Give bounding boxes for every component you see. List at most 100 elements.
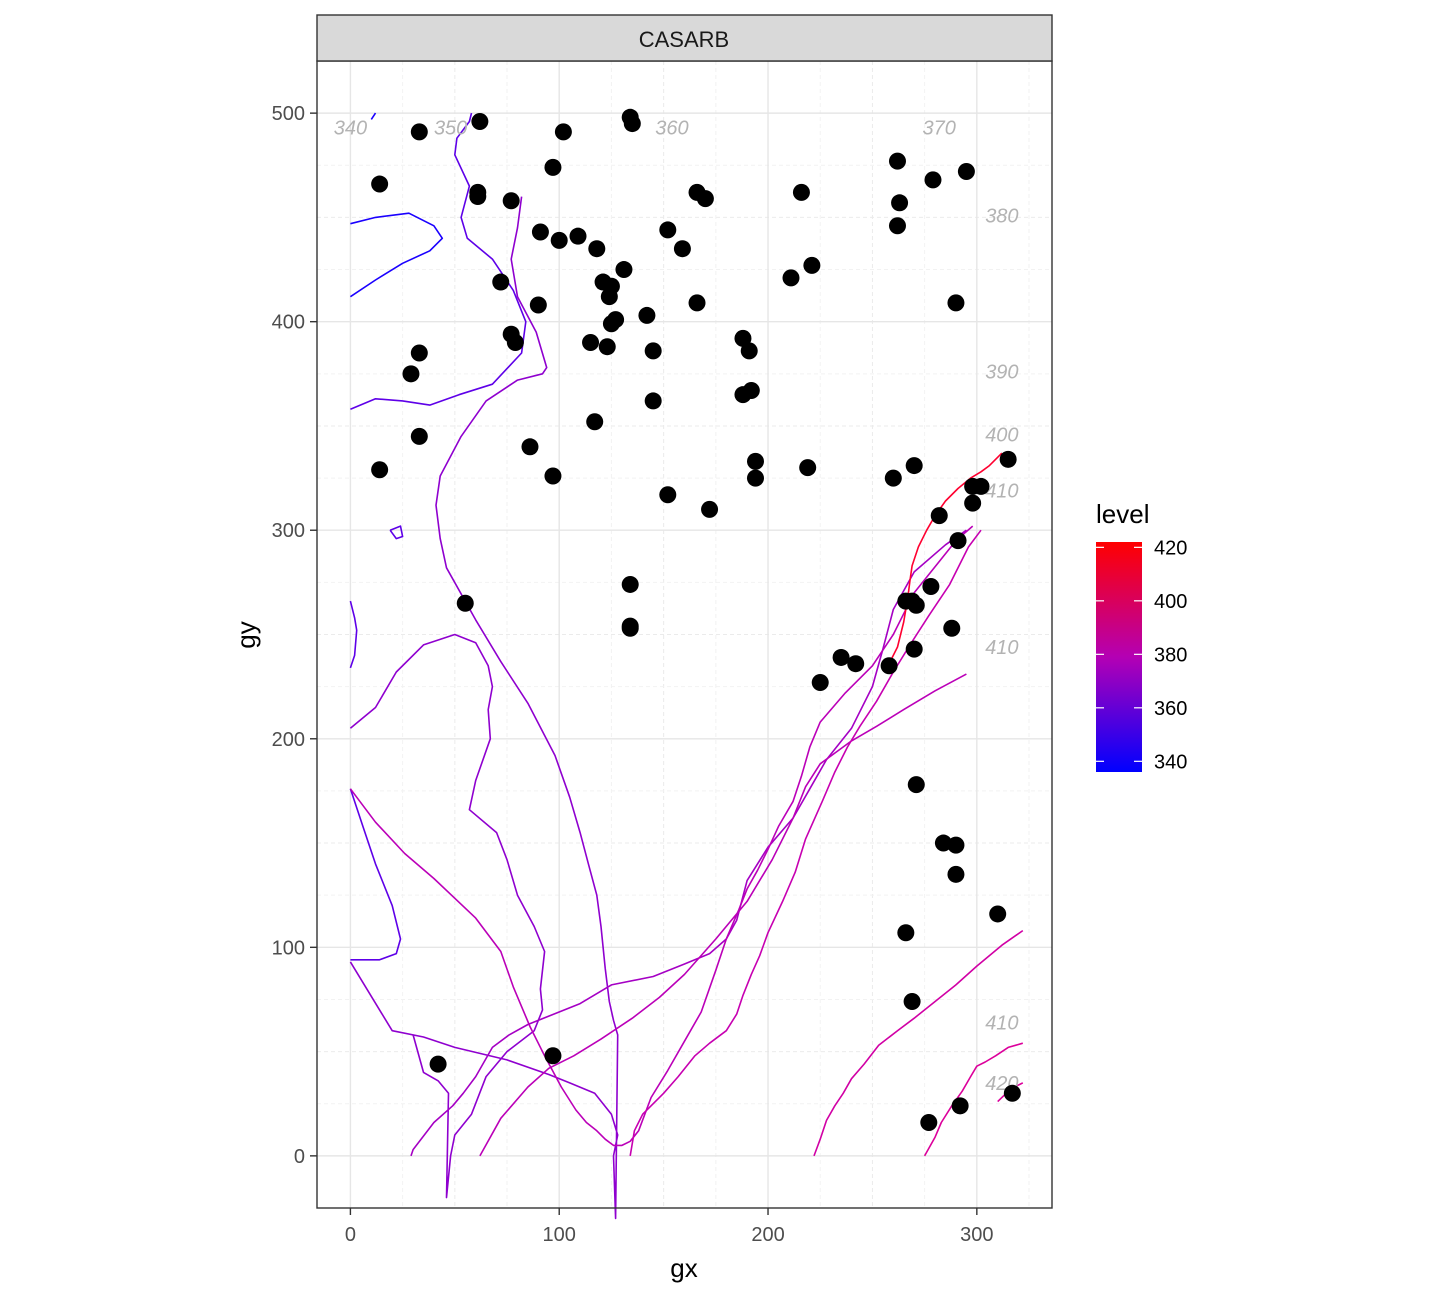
- data-point: [544, 467, 562, 485]
- contour-label: 410: [985, 637, 1018, 659]
- data-point: [930, 507, 948, 525]
- contour-line-340: [370, 112, 377, 120]
- data-point: [598, 338, 616, 356]
- contour-label: 390: [985, 362, 1018, 384]
- data-point: [659, 486, 677, 504]
- contour-line-350: [350, 112, 527, 411]
- y-tick-label: 0: [294, 1146, 305, 1168]
- data-point: [586, 413, 604, 431]
- x-tick-label: 300: [960, 1224, 993, 1246]
- data-point: [621, 619, 639, 637]
- x-tick-label: 200: [751, 1224, 784, 1246]
- x-tick-label: 0: [345, 1224, 356, 1246]
- legend-ticks: 340 360 380 400 420: [1096, 537, 1187, 773]
- data-point: [600, 288, 618, 306]
- data-point: [521, 438, 539, 456]
- data-point: [607, 311, 625, 329]
- contour-label: 380: [985, 205, 1018, 227]
- data-point: [734, 386, 752, 404]
- data-point: [922, 578, 940, 596]
- contour-label: 410: [985, 481, 1018, 503]
- contour-line-410: [888, 452, 1003, 665]
- contour-line-360: [349, 196, 619, 1220]
- contour-label: 360: [655, 118, 688, 140]
- data-point: [888, 152, 906, 170]
- data-point: [550, 231, 568, 249]
- data-point: [615, 261, 633, 279]
- data-point: [888, 217, 906, 235]
- data-point: [644, 392, 662, 410]
- data-point: [410, 123, 428, 141]
- data-point: [492, 273, 510, 291]
- y-axis-title: gy: [231, 621, 261, 648]
- data-point: [803, 256, 821, 274]
- data-point: [456, 594, 474, 612]
- data-point: [799, 459, 817, 477]
- data-point: [907, 596, 925, 614]
- data-point: [410, 344, 428, 362]
- data-point: [964, 494, 982, 512]
- data-point: [989, 905, 1007, 923]
- data-point: [673, 240, 691, 258]
- contour-line-350: [349, 788, 402, 961]
- contour-label: 410: [985, 1012, 1018, 1034]
- data-point: [402, 365, 420, 383]
- contour-line-380: [813, 929, 1024, 1157]
- x-axis-title: gx: [670, 1253, 697, 1283]
- data-point: [531, 223, 549, 241]
- x-axis: 0 100 200 300: [345, 1208, 994, 1246]
- legend-tick-label: 420: [1154, 537, 1187, 559]
- contour-line-360: [349, 633, 546, 1199]
- data-point: [943, 619, 961, 637]
- data-points: [371, 108, 1021, 1131]
- data-point: [429, 1055, 447, 1073]
- data-point: [569, 227, 587, 245]
- data-point: [588, 240, 606, 258]
- contour-label: 370: [923, 118, 956, 140]
- contour-label: 340: [334, 118, 367, 140]
- data-point: [469, 188, 487, 206]
- data-point: [782, 269, 800, 287]
- data-point: [949, 532, 967, 550]
- x-tick-label: 100: [543, 1224, 576, 1246]
- contour-line-350: [349, 600, 358, 669]
- data-point: [947, 865, 965, 883]
- data-point: [905, 457, 923, 475]
- legend-tick-label: 360: [1154, 698, 1187, 720]
- legend-tick-label: 380: [1154, 644, 1187, 666]
- data-point: [554, 123, 572, 141]
- data-point: [638, 306, 656, 324]
- data-point: [688, 294, 706, 312]
- data-point: [734, 329, 752, 347]
- contour-lines: [349, 112, 1024, 1220]
- data-point: [811, 673, 829, 691]
- data-point: [907, 776, 925, 794]
- data-point: [924, 171, 942, 189]
- legend-tick-label: 400: [1154, 591, 1187, 613]
- data-point: [999, 450, 1017, 468]
- data-point: [934, 834, 952, 852]
- data-point: [659, 221, 677, 239]
- data-point: [371, 175, 389, 193]
- data-point: [502, 192, 520, 210]
- contour-line-350: [389, 525, 404, 540]
- data-point: [471, 112, 489, 130]
- y-axis: 0 100 200 300 400 500: [272, 103, 317, 1168]
- data-point: [506, 334, 524, 352]
- data-point: [746, 452, 764, 470]
- contour-label: 350: [434, 118, 467, 140]
- y-tick-label: 400: [272, 312, 305, 334]
- y-tick-label: 200: [272, 729, 305, 751]
- data-point: [884, 469, 902, 487]
- data-point: [696, 190, 714, 208]
- legend-title: level: [1096, 499, 1149, 529]
- data-point: [701, 500, 719, 518]
- data-point: [621, 575, 639, 593]
- data-point: [544, 158, 562, 176]
- data-point: [644, 342, 662, 360]
- y-tick-label: 100: [272, 937, 305, 959]
- contour-line-370: [349, 525, 974, 1147]
- legend-colorbar: [1096, 542, 1142, 772]
- data-point: [792, 183, 810, 201]
